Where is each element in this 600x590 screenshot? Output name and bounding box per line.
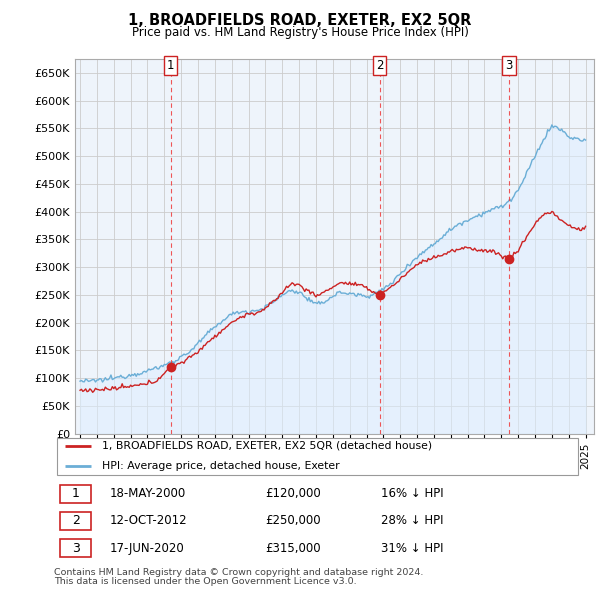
Text: £250,000: £250,000 <box>265 514 321 527</box>
Text: 3: 3 <box>72 542 80 555</box>
FancyBboxPatch shape <box>61 485 91 503</box>
Text: 16% ↓ HPI: 16% ↓ HPI <box>382 487 444 500</box>
Text: 18-MAY-2000: 18-MAY-2000 <box>109 487 185 500</box>
Text: HPI: Average price, detached house, Exeter: HPI: Average price, detached house, Exet… <box>101 461 339 471</box>
Text: 1, BROADFIELDS ROAD, EXETER, EX2 5QR (detached house): 1, BROADFIELDS ROAD, EXETER, EX2 5QR (de… <box>101 441 431 451</box>
Text: £315,000: £315,000 <box>265 542 321 555</box>
Text: 1: 1 <box>72 487 80 500</box>
Text: 1: 1 <box>167 59 174 72</box>
FancyBboxPatch shape <box>61 539 91 557</box>
Text: This data is licensed under the Open Government Licence v3.0.: This data is licensed under the Open Gov… <box>54 577 356 586</box>
Text: 17-JUN-2020: 17-JUN-2020 <box>109 542 184 555</box>
Text: £120,000: £120,000 <box>265 487 321 500</box>
Text: 12-OCT-2012: 12-OCT-2012 <box>109 514 187 527</box>
Text: 28% ↓ HPI: 28% ↓ HPI <box>382 514 444 527</box>
Text: 3: 3 <box>505 59 512 72</box>
Text: Contains HM Land Registry data © Crown copyright and database right 2024.: Contains HM Land Registry data © Crown c… <box>54 568 424 576</box>
Text: 31% ↓ HPI: 31% ↓ HPI <box>382 542 444 555</box>
Text: 2: 2 <box>72 514 80 527</box>
Text: 1, BROADFIELDS ROAD, EXETER, EX2 5QR: 1, BROADFIELDS ROAD, EXETER, EX2 5QR <box>128 13 472 28</box>
FancyBboxPatch shape <box>61 512 91 530</box>
FancyBboxPatch shape <box>56 438 578 474</box>
Text: 2: 2 <box>376 59 383 72</box>
Text: Price paid vs. HM Land Registry's House Price Index (HPI): Price paid vs. HM Land Registry's House … <box>131 26 469 39</box>
